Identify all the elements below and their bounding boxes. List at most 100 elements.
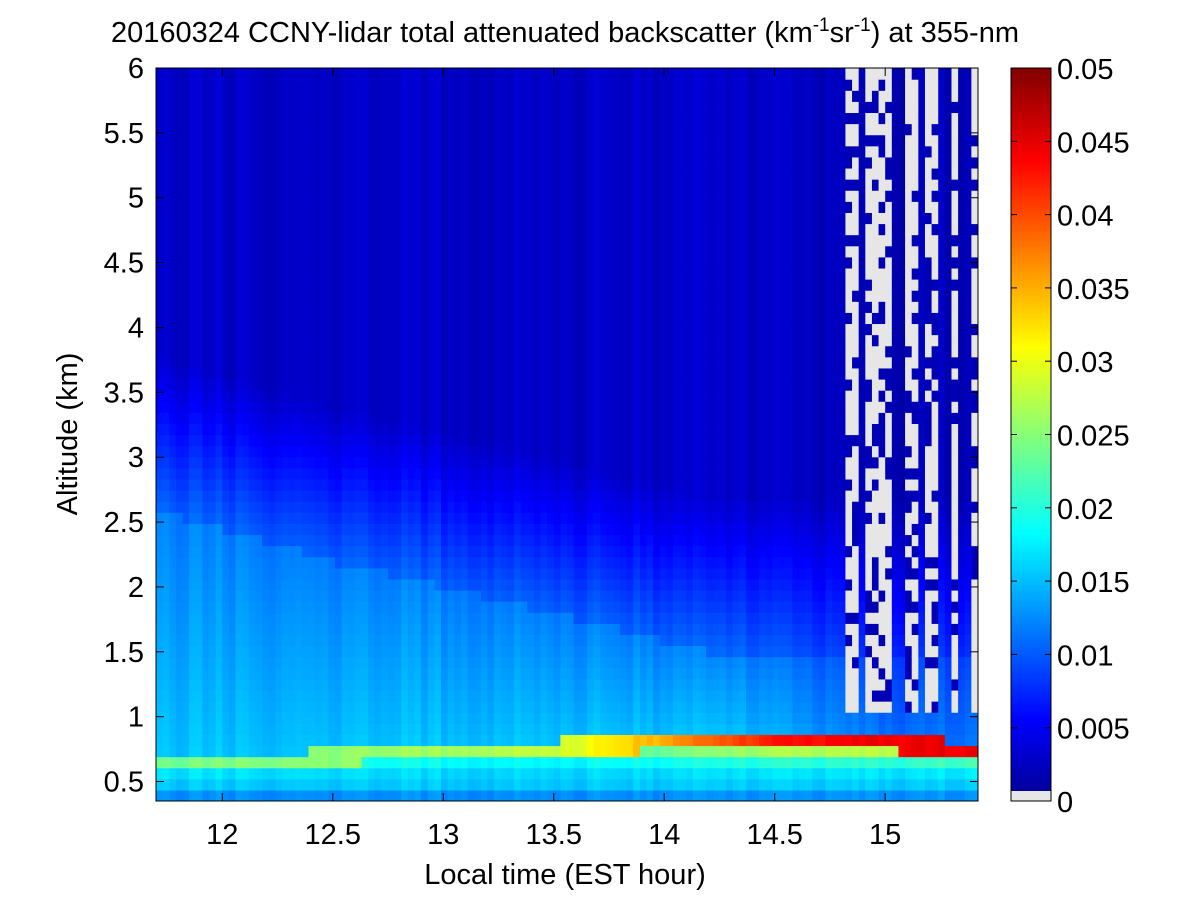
heatmap-cell [626, 256, 634, 269]
heatmap-cell [600, 390, 608, 402]
heatmap-cell [513, 467, 522, 480]
heatmap-cell [454, 290, 462, 302]
heatmap-cell [341, 134, 349, 147]
heatmap-cell [169, 556, 177, 569]
heatmap-cell [301, 334, 310, 347]
heatmap-cell [421, 623, 429, 636]
heatmap-cell [169, 401, 177, 413]
heatmap-cell [275, 423, 283, 436]
heatmap-cell [580, 201, 588, 213]
heatmap-cell [487, 756, 495, 769]
heatmap-cell [460, 290, 469, 302]
heatmap-cell [407, 623, 416, 636]
heatmap-cell [268, 345, 276, 358]
heatmap-cell [348, 756, 356, 769]
heatmap-cell [407, 167, 416, 180]
heatmap-cell [580, 267, 588, 280]
heatmap-cell [454, 689, 462, 702]
heatmap-cell [175, 123, 184, 136]
heatmap-cell [401, 567, 409, 580]
heatmap-cell [527, 301, 535, 313]
heatmap-cell [288, 312, 296, 325]
heatmap-cell [520, 390, 528, 402]
heatmap-cell [586, 678, 595, 691]
heatmap-cell [348, 367, 356, 380]
heatmap-cell [653, 523, 661, 536]
heatmap-cell [500, 401, 508, 413]
heatmap-cell [580, 190, 588, 202]
heatmap-cell [620, 712, 628, 724]
heatmap-cell [368, 689, 376, 702]
heatmap-cell [639, 434, 648, 447]
heatmap-cell [586, 367, 595, 380]
heatmap-cell [560, 423, 568, 436]
heatmap-cell [613, 601, 621, 613]
heatmap-cell [421, 523, 429, 536]
heatmap-cell [182, 179, 190, 191]
heatmap-cell [381, 390, 389, 402]
heatmap-cell [348, 156, 356, 169]
heatmap-cell [262, 223, 270, 236]
heatmap-cell [308, 589, 316, 602]
heatmap-cell [613, 723, 621, 735]
heatmap-cell [381, 767, 389, 780]
heatmap-cell [460, 334, 469, 347]
heatmap-cell [560, 490, 568, 502]
heatmap-cell [328, 745, 336, 758]
heatmap-cell [248, 723, 257, 735]
heatmap-cell [653, 445, 661, 458]
heatmap-cell [494, 356, 502, 369]
heatmap-cell [156, 423, 164, 436]
heatmap-cell [288, 767, 296, 780]
heatmap-cell [189, 534, 197, 547]
heatmap-cell [189, 412, 197, 424]
heatmap-cell [580, 678, 588, 691]
heatmap-cell [441, 456, 449, 469]
heatmap-cell [606, 112, 614, 125]
heatmap-cell [454, 601, 462, 613]
heatmap-cell [388, 778, 396, 791]
heatmap-cell [573, 112, 581, 125]
heatmap-cell [547, 789, 555, 801]
heatmap-cell [162, 212, 170, 225]
heatmap-cell [513, 478, 522, 491]
heatmap-cell [434, 401, 442, 413]
heatmap-cell [182, 134, 190, 147]
heatmap-cell [487, 167, 495, 180]
heatmap-cell [255, 390, 263, 402]
heatmap-cell [567, 68, 575, 80]
heatmap-cell [308, 490, 316, 502]
heatmap-cell [262, 134, 270, 147]
heatmap-cell [295, 367, 303, 380]
heatmap-cell [242, 589, 250, 602]
heatmap-cell [586, 323, 595, 336]
heatmap-cell [228, 545, 237, 558]
heatmap-cell [467, 612, 475, 624]
heatmap-cell [315, 156, 323, 169]
heatmap-cell [215, 323, 223, 336]
heatmap-cell [301, 778, 310, 791]
heatmap-cell [460, 490, 469, 502]
heatmap-cell [407, 267, 416, 280]
heatmap-cell [646, 256, 654, 269]
heatmap-cell [341, 701, 349, 713]
heatmap-cell [156, 412, 164, 424]
heatmap-cell [401, 367, 409, 380]
heatmap-cell [434, 245, 442, 258]
heatmap-cell [600, 789, 608, 801]
heatmap-cell [368, 723, 376, 735]
heatmap-cell [513, 223, 522, 236]
heatmap-cell [487, 767, 495, 780]
heatmap-cell [401, 589, 409, 602]
heatmap-cell [533, 256, 542, 269]
heatmap-cell [520, 490, 528, 502]
heatmap-cell [401, 312, 409, 325]
heatmap-cell [441, 301, 449, 313]
heatmap-cell [547, 334, 555, 347]
heatmap-cell [202, 678, 210, 691]
heatmap-cell [606, 290, 614, 302]
heatmap-cell [321, 623, 329, 636]
heatmap-cell [341, 678, 349, 691]
heatmap-cell [633, 323, 641, 336]
heatmap-cell [573, 279, 581, 291]
